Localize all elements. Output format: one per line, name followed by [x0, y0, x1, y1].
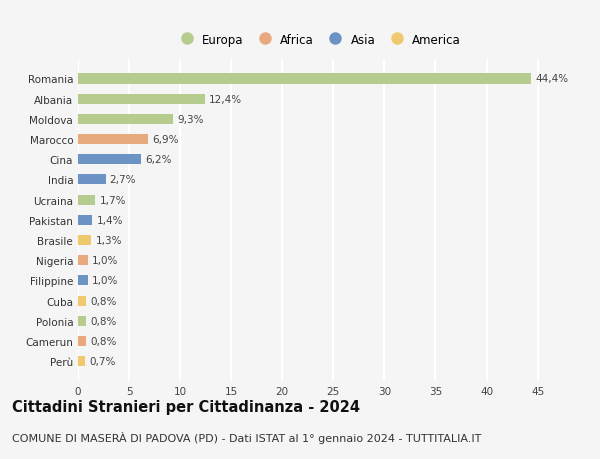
Bar [78, 356, 85, 366]
Bar [78, 95, 205, 105]
Bar [78, 195, 95, 205]
Text: 0,8%: 0,8% [90, 336, 116, 346]
Text: 1,0%: 1,0% [92, 256, 119, 266]
Text: 6,9%: 6,9% [152, 135, 179, 145]
Text: COMUNE DI MASERÀ DI PADOVA (PD) - Dati ISTAT al 1° gennaio 2024 - TUTTITALIA.IT: COMUNE DI MASERÀ DI PADOVA (PD) - Dati I… [12, 431, 481, 443]
Bar [78, 115, 173, 125]
Text: 1,4%: 1,4% [97, 215, 123, 225]
Text: Cittadini Stranieri per Cittadinanza - 2024: Cittadini Stranieri per Cittadinanza - 2… [12, 399, 360, 414]
Text: 1,7%: 1,7% [100, 195, 126, 205]
Text: 12,4%: 12,4% [209, 95, 242, 105]
Bar [78, 276, 88, 286]
Text: 2,7%: 2,7% [110, 175, 136, 185]
Text: 6,2%: 6,2% [145, 155, 172, 165]
Bar [78, 296, 86, 306]
Bar [78, 316, 86, 326]
Bar [78, 134, 148, 145]
Bar [78, 155, 142, 165]
Text: 0,7%: 0,7% [89, 356, 116, 366]
Bar [78, 74, 532, 84]
Text: 9,3%: 9,3% [177, 115, 203, 124]
Bar [78, 215, 92, 225]
Text: 1,0%: 1,0% [92, 276, 119, 286]
Text: 44,4%: 44,4% [536, 74, 569, 84]
Text: 1,3%: 1,3% [95, 235, 122, 246]
Text: 0,8%: 0,8% [90, 296, 116, 306]
Legend: Europa, Africa, Asia, America: Europa, Africa, Asia, America [175, 34, 461, 46]
Text: 0,8%: 0,8% [90, 316, 116, 326]
Bar [78, 175, 106, 185]
Bar [78, 235, 91, 246]
Bar [78, 336, 86, 346]
Bar [78, 256, 88, 266]
